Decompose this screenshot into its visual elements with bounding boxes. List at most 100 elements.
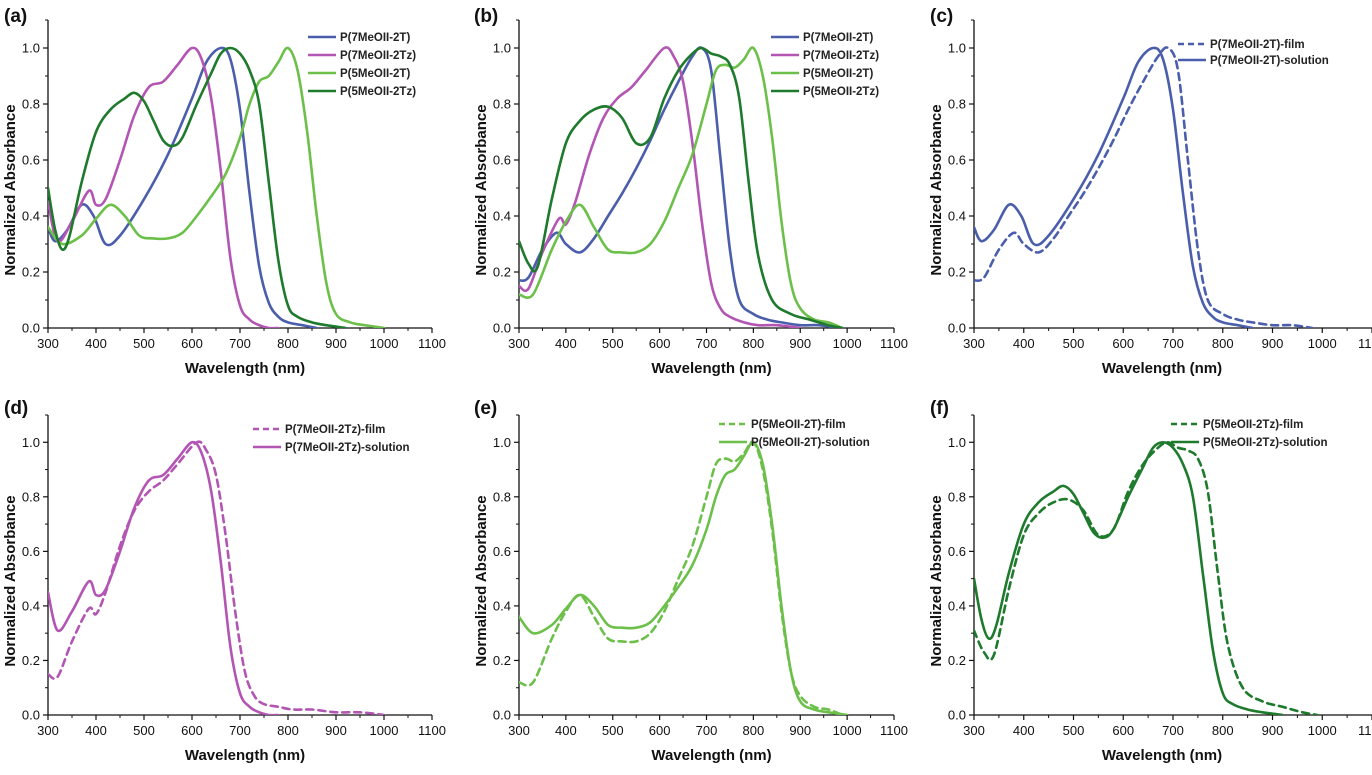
x-tick-label: 1000	[370, 723, 399, 738]
series-line-p-5meoii-2tz-film	[974, 441, 1319, 715]
x-tick-label: 1100	[418, 336, 446, 351]
x-tick-label: 800	[743, 336, 765, 351]
series-line-p-5meoii-2t-solution	[519, 440, 849, 715]
y-tick-label: 0.0	[493, 321, 511, 336]
x-tick-label: 500	[133, 336, 155, 351]
y-axis-title: Normalized Absorbance	[928, 104, 945, 275]
legend: P(5MeOII-2Tz)-film P(5MeOII-2Tz)-solution	[1171, 419, 1328, 449]
x-tick-label: 600	[1112, 723, 1134, 738]
x-axis-title: Wavelength (nm)	[651, 360, 771, 377]
x-tick-label: 700	[696, 336, 718, 351]
legend-entry-label: P(5MeOII-2Tz)	[803, 86, 879, 98]
series-line-p-5meoii-2t-film	[519, 440, 844, 715]
x-tick-label: 1100	[1358, 723, 1372, 738]
y-tick-label: 0.4	[22, 209, 40, 224]
x-tick-label: 400	[555, 336, 577, 351]
panel-d: 300 400 500 600 700 800 900 1000 1100 0.0 0.2 0.4 0.…	[2, 398, 446, 764]
x-tick-label: 500	[602, 336, 624, 351]
panel-e: 300 400 500 600 700 800 900 1000 1100 0.0 0.2 0.4 0.…	[473, 398, 908, 764]
x-tick-label: 900	[1262, 336, 1284, 351]
panel-label: (d)	[4, 398, 28, 419]
x-tick-label: 500	[1063, 336, 1085, 351]
legend-entry-label: P(7MeOII-2T)-film	[1210, 39, 1305, 51]
series-line-p-7meoii-2tz-	[519, 46, 802, 328]
y-tick-label: 0.4	[493, 209, 511, 224]
x-tick-label: 900	[1262, 723, 1284, 738]
x-tick-label: 800	[1212, 723, 1234, 738]
panel-a: 300 400 500 600 700 800 900 1000 1100 0.0 0.2 0.4 0.…	[2, 6, 446, 377]
legend: P(7MeOII-2Tz)-film P(7MeOII-2Tz)-solution	[253, 424, 410, 454]
x-tick-label: 600	[649, 336, 671, 351]
panel-label: (c)	[930, 6, 953, 27]
legend-entry-label: P(5MeOII-2T)	[340, 68, 410, 80]
x-tick-label: 300	[963, 723, 985, 738]
panel-b: 300 400 500 600 700 800 900 1000 1100 0.0 0.2 0.4 0.…	[473, 6, 908, 377]
series-line-p-5meoii-2tz-	[48, 46, 347, 328]
x-tick-label: 1000	[833, 336, 862, 351]
y-tick-label: 0.2	[493, 265, 511, 280]
x-tick-label: 400	[85, 336, 107, 351]
x-tick-label: 400	[1013, 723, 1035, 738]
x-tick-label: 1000	[370, 336, 399, 351]
y-tick-label: 0.0	[493, 708, 511, 723]
legend-entry-label: P(7MeOII-2Tz)-film	[285, 424, 385, 436]
y-axis-title: Normalized Absorbance	[2, 495, 19, 666]
y-tick-label: 0.6	[493, 153, 511, 168]
legend-entry-label: P(7MeOII-2T)	[340, 32, 410, 44]
x-tick-label: 900	[789, 723, 811, 738]
legend: P(5MeOII-2T)-film P(5MeOII-2T)-solution	[719, 419, 870, 449]
x-tick-label: 800	[277, 723, 299, 738]
y-axis-title: Normalized Absorbance	[473, 495, 490, 666]
x-tick-label: 300	[37, 336, 59, 351]
x-tick-label: 1100	[880, 723, 908, 738]
legend-entry-label: P(5MeOII-2Tz)-film	[1203, 419, 1303, 431]
series-line-p-7meoii-2tz-solution	[48, 440, 280, 715]
series-line-p-7meoii-2t-solution	[974, 46, 1254, 328]
y-tick-label: 0.2	[948, 653, 966, 668]
y-tick-label: 0.2	[22, 653, 40, 668]
x-tick-label: 900	[325, 723, 347, 738]
y-tick-label: 1.0	[493, 41, 511, 56]
y-tick-label: 0.8	[948, 97, 966, 112]
x-tick-label: 700	[229, 723, 251, 738]
y-tick-label: 0.8	[948, 489, 966, 504]
legend-entry-label: P(5MeOII-2T)-film	[751, 419, 846, 431]
y-tick-label: 0.0	[948, 708, 966, 723]
y-axis-title: Normalized Absorbance	[928, 495, 945, 666]
y-tick-label: 1.0	[948, 41, 966, 56]
legend-entry-label: P(5MeOII-2Tz)	[340, 86, 416, 98]
x-tick-label: 700	[1162, 723, 1184, 738]
x-tick-label: 800	[743, 723, 765, 738]
y-tick-label: 1.0	[948, 435, 966, 450]
x-axis-title: Wavelength (nm)	[185, 747, 305, 764]
x-tick-label: 300	[963, 336, 985, 351]
x-tick-label: 700	[696, 723, 718, 738]
y-tick-label: 0.8	[493, 97, 511, 112]
x-axis-title: Wavelength (nm)	[651, 747, 771, 764]
y-tick-label: 0.4	[493, 598, 511, 613]
y-tick-label: 0.8	[22, 97, 40, 112]
legend-entry-label: P(5MeOII-2Tz)-solution	[1203, 437, 1328, 449]
y-tick-label: 0.6	[22, 544, 40, 559]
y-tick-label: 0.0	[22, 321, 40, 336]
y-tick-label: 0.6	[948, 544, 966, 559]
panel-label: (b)	[474, 6, 498, 27]
x-tick-label: 600	[649, 723, 671, 738]
x-tick-label: 500	[133, 723, 155, 738]
x-tick-label: 600	[181, 336, 203, 351]
legend-entry-label: P(7MeOII-2Tz)	[803, 50, 879, 62]
legend-entry-label: P(5MeOII-2T)-solution	[751, 437, 870, 449]
x-tick-label: 1000	[833, 723, 862, 738]
x-axis-title: Wavelength (nm)	[1102, 747, 1222, 764]
series-line-p-5meoii-2tz-	[519, 46, 844, 328]
series-line-p-5meoii-2t-	[48, 46, 386, 328]
y-tick-label: 0.4	[22, 598, 40, 613]
y-tick-label: 0.2	[22, 265, 40, 280]
y-tick-label: 1.0	[22, 435, 40, 450]
x-tick-label: 600	[1112, 336, 1134, 351]
legend-entry-label: P(7MeOII-2T)-solution	[1210, 55, 1329, 67]
x-tick-label: 700	[229, 336, 251, 351]
panel-f: 300 400 500 600 700 800 900 1000 1100 0.0 0.2 0.4 0.…	[928, 398, 1372, 764]
series-line-p-7meoii-2tz-film	[48, 440, 386, 715]
